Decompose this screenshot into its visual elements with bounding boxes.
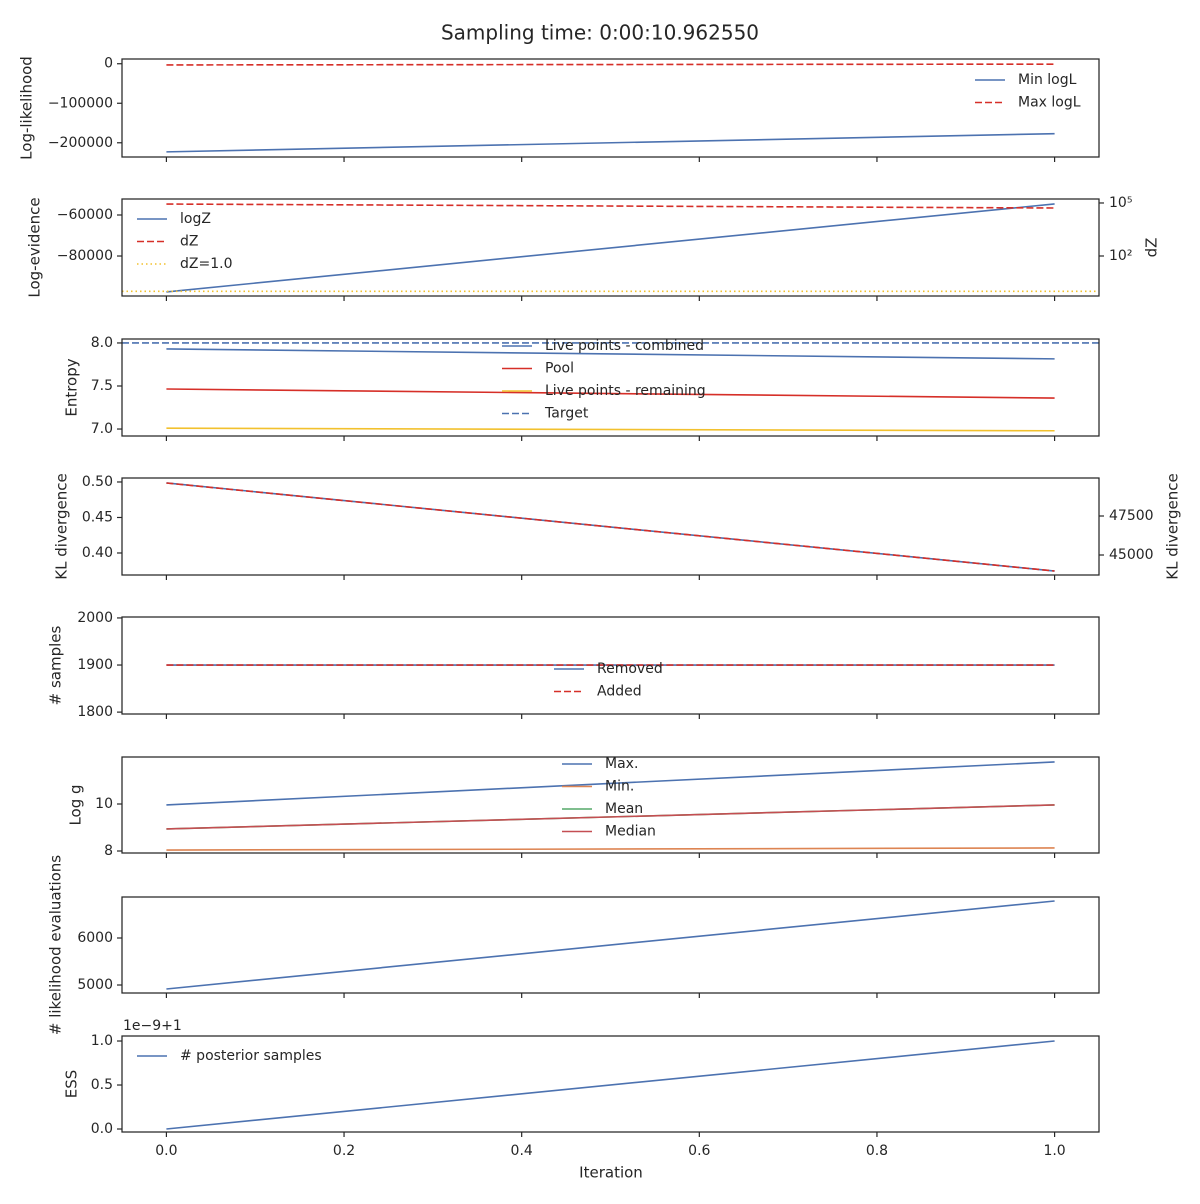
axes-frame [121, 1035, 1100, 1133]
legend-label: dZ=1.0 [180, 256, 232, 272]
series-line [166, 203, 1055, 293]
series-line [166, 348, 1055, 360]
series-line [166, 847, 1055, 851]
y-tick-label: 2000 [77, 610, 113, 626]
y-tick-label: 8.0 [91, 335, 113, 351]
legend-label: Mean [605, 801, 643, 817]
series-line [166, 427, 1055, 432]
legend-label: Added [597, 684, 642, 700]
legend-label: dZ [180, 234, 198, 250]
axes-frame [121, 477, 1100, 576]
y-axis-label: Log-likelihood [18, 56, 36, 160]
x-axis-label: Iteration [579, 1164, 643, 1182]
figure-title: Sampling time: 0:00:10.962550 [441, 21, 759, 45]
y-tick-label: 0.5 [91, 1077, 113, 1093]
series-line [166, 203, 1055, 209]
y-tick-label: 0.50 [82, 474, 113, 490]
series-line [166, 482, 1055, 572]
y-tick-label: 6000 [77, 930, 113, 946]
series-line [166, 132, 1055, 153]
x-tick-label: 0.2 [333, 1143, 355, 1159]
legend-label: Median [605, 824, 656, 840]
y-tick-label: 0.40 [82, 545, 113, 561]
legend-label: Target [544, 406, 589, 422]
y-tick-label: 10 [95, 796, 113, 812]
y2-tick-label: 10⁵ [1109, 195, 1132, 211]
y-tick-label: 7.5 [91, 378, 113, 394]
axes-frame [121, 756, 1100, 854]
series-line [166, 1040, 1055, 1130]
y-tick-label: 1900 [77, 657, 113, 673]
y-tick-label: 0 [104, 56, 113, 72]
x-tick-label: 0.4 [511, 1143, 533, 1159]
y-tick-label: 0.45 [82, 509, 113, 525]
y-tick-label: −200000 [48, 135, 113, 151]
y-tick-label: −100000 [48, 95, 113, 111]
y-tick-label: 7.0 [91, 421, 113, 437]
axes-frame [121, 338, 1100, 437]
x-tick-label: 0.0 [155, 1143, 177, 1159]
legend-label: logZ [180, 211, 211, 227]
y-axis-label: Log-evidence [26, 197, 44, 297]
series-line [166, 388, 1055, 399]
y-tick-label: 1.0 [91, 1033, 113, 1049]
y-tick-label: 1800 [77, 704, 113, 720]
y-tick-label: −60000 [57, 207, 113, 223]
y2-tick-label: 47500 [1109, 508, 1154, 524]
legend-label: # posterior samples [180, 1048, 322, 1064]
y-axis-label: # likelihood evaluations [47, 855, 65, 1035]
x-tick-label: 0.8 [866, 1143, 888, 1159]
y-axis-label: # samples [47, 625, 65, 705]
legend-label: Max. [605, 756, 638, 772]
y-axis-label: KL divergence [53, 473, 71, 579]
y-tick-label: 5000 [77, 977, 113, 993]
y-axis-label: ESS [63, 1070, 81, 1099]
y2-axis-label: dZ [1143, 238, 1161, 258]
y2-tick-label: 10² [1109, 248, 1132, 264]
y2-axis-label: KL divergence [1164, 473, 1182, 579]
legend-label: Live points - remaining [545, 383, 706, 399]
y-tick-label: 8 [104, 843, 113, 859]
y-axis-label: Log g [67, 784, 85, 825]
y-tick-label: −80000 [57, 248, 113, 264]
axes-frame [121, 896, 1100, 994]
axes-frame [121, 58, 1100, 158]
x-tick-label: 1.0 [1043, 1143, 1065, 1159]
x-tick-label: 0.6 [688, 1143, 710, 1159]
axes-frame [121, 198, 1100, 297]
series-line [166, 761, 1055, 806]
offset-text: 1e−9+1 [123, 1018, 182, 1034]
legend-label: Min logL [1018, 72, 1077, 88]
y-tick-label: 0.0 [91, 1121, 113, 1137]
y-axis-label: Entropy [63, 358, 81, 416]
series-line [166, 63, 1055, 66]
legend-label: Pool [545, 361, 574, 377]
series-line [166, 900, 1055, 990]
legend-label: Max logL [1018, 95, 1081, 111]
axes-frame [121, 616, 1100, 715]
legend-label: Min. [605, 779, 634, 795]
series-line [166, 804, 1055, 830]
legend-label: Live points - combined [545, 338, 704, 354]
y2-tick-label: 45000 [1109, 547, 1154, 563]
legend-label: Removed [597, 661, 663, 677]
